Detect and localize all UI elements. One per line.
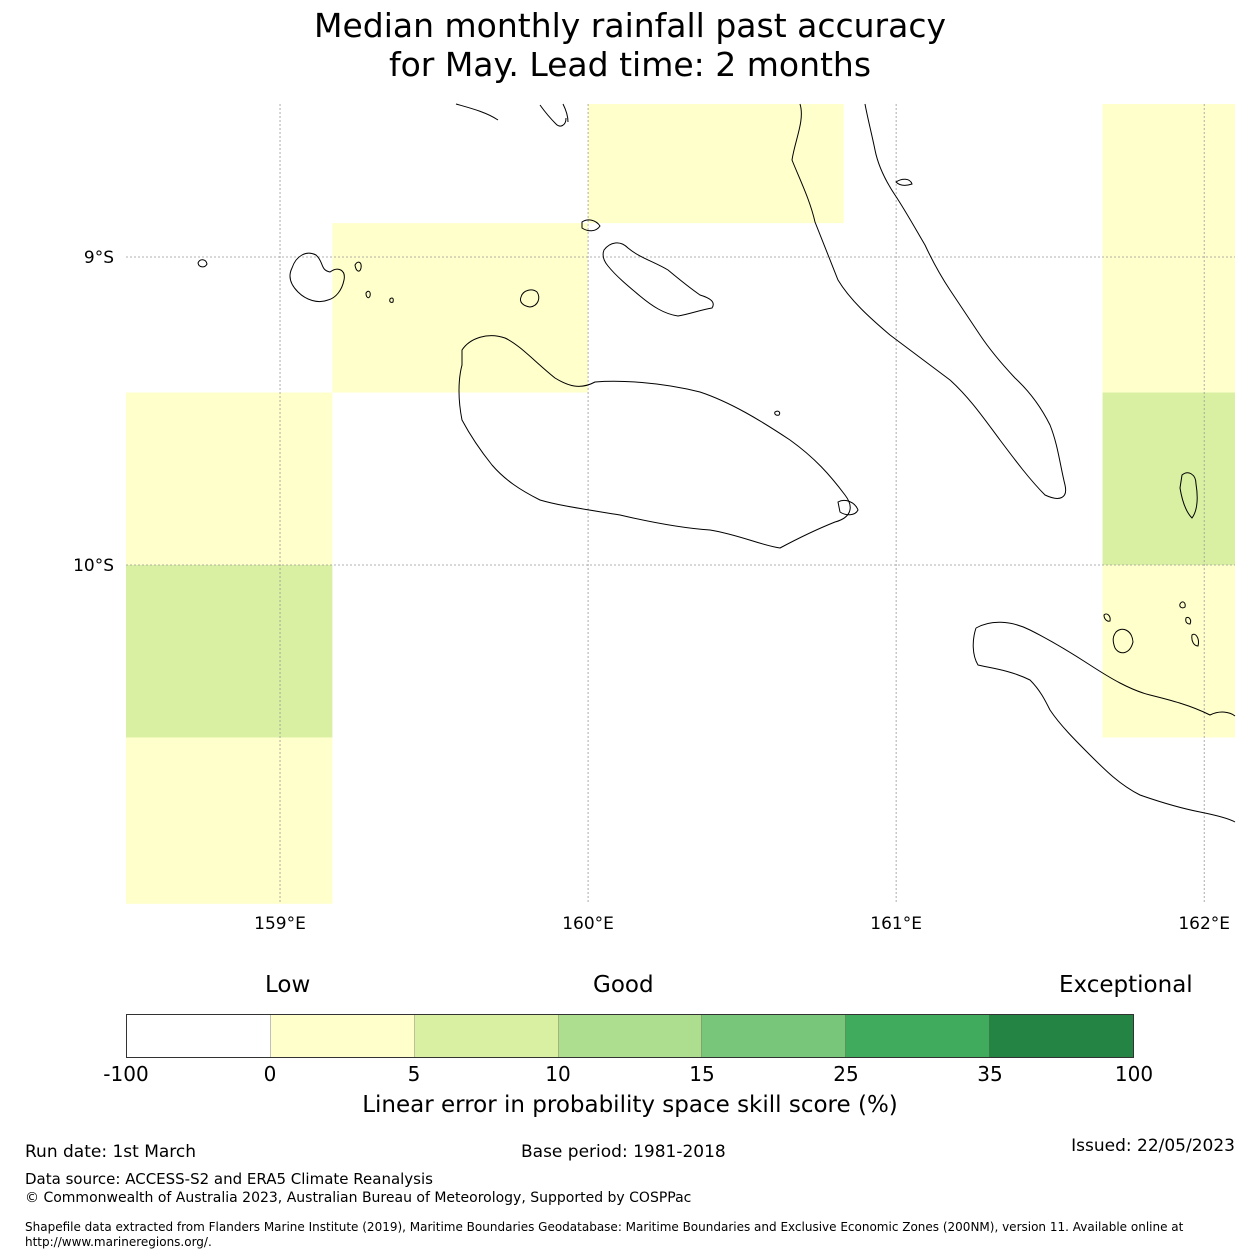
colorbar-tick-label: 10 <box>545 1062 571 1086</box>
colorbar-category-exceptional: Exceptional <box>1059 972 1193 998</box>
skill-cell <box>332 223 589 393</box>
colorbar-category-low: Low <box>265 972 311 998</box>
shapefile-credit: Shapefile data extracted from Flanders M… <box>25 1220 1184 1249</box>
skill-cell <box>126 565 333 738</box>
colorbar-tick-label: 0 <box>263 1062 277 1086</box>
coastline-savo <box>520 289 540 308</box>
copyright: © Commonwealth of Australia 2023, Austra… <box>25 1190 692 1206</box>
colorbar-segment <box>127 1015 271 1057</box>
colorbar-category-good: Good <box>593 972 654 998</box>
skill-cell <box>1102 392 1235 565</box>
colorbar-tick-label: -100 <box>103 1062 149 1086</box>
base-period: Base period: 1981-2018 <box>521 1142 726 1162</box>
colorbar-tick-label: 35 <box>977 1062 1003 1086</box>
graticule <box>126 104 1235 904</box>
map-title-line-2: for May. Lead time: 2 months <box>388 45 872 84</box>
colorbar-segment <box>846 1015 991 1057</box>
skill-cell <box>588 104 844 224</box>
colorbar-segment <box>702 1015 847 1057</box>
colorbar-tick-label: 25 <box>833 1062 859 1086</box>
map-title-line-1: Median monthly rainfall past accuracy <box>313 6 947 45</box>
colorbar-title: Linear error in probability space skill … <box>362 1092 898 1118</box>
lon-tick-label: 159°E <box>254 914 306 934</box>
coastline-makira <box>972 621 1236 823</box>
colorbar-tick-label: 5 <box>407 1062 421 1086</box>
coastline-guadalcanal <box>458 335 851 549</box>
data-source: Data source: ACCESS-S2 and ERA5 Climate … <box>25 1170 433 1188</box>
lon-tick-label: 162°E <box>1178 914 1230 934</box>
lon-tick-label: 161°E <box>870 914 922 934</box>
coastline-russell-islands <box>289 252 345 303</box>
skill-cell <box>126 737 333 904</box>
coastline-nggela <box>602 242 714 317</box>
issued-date: Issued: 22/05/2023 <box>1071 1136 1235 1156</box>
colorbar-segment <box>558 1015 703 1057</box>
rainfall-accuracy-map: 159°E 160°E 161°E 162°E 9°S 10°S <box>73 103 1236 934</box>
run-date: Run date: 1st March <box>25 1142 197 1162</box>
axis-labels: 159°E 160°E 161°E 162°E 9°S 10°S <box>73 248 1230 934</box>
colorbar-tick-label: 100 <box>1114 1062 1154 1086</box>
colorbar-segment <box>414 1015 559 1057</box>
colorbar-segment <box>990 1015 1134 1057</box>
lon-tick-label: 160°E <box>562 914 614 934</box>
skill-cells <box>126 104 1235 904</box>
coastline-santa-isabel <box>455 103 569 127</box>
lat-tick-label: 9°S <box>84 248 114 268</box>
colorbar-tick-label: 15 <box>689 1062 715 1086</box>
lat-tick-label: 10°S <box>73 556 114 576</box>
colorbar <box>126 1014 1134 1058</box>
coastline-malaita <box>791 103 1067 499</box>
skill-cell <box>126 392 333 565</box>
colorbar-segment <box>270 1015 415 1057</box>
skill-cell <box>1102 565 1235 738</box>
skill-cell <box>1102 104 1235 393</box>
coastlines <box>197 103 1236 823</box>
